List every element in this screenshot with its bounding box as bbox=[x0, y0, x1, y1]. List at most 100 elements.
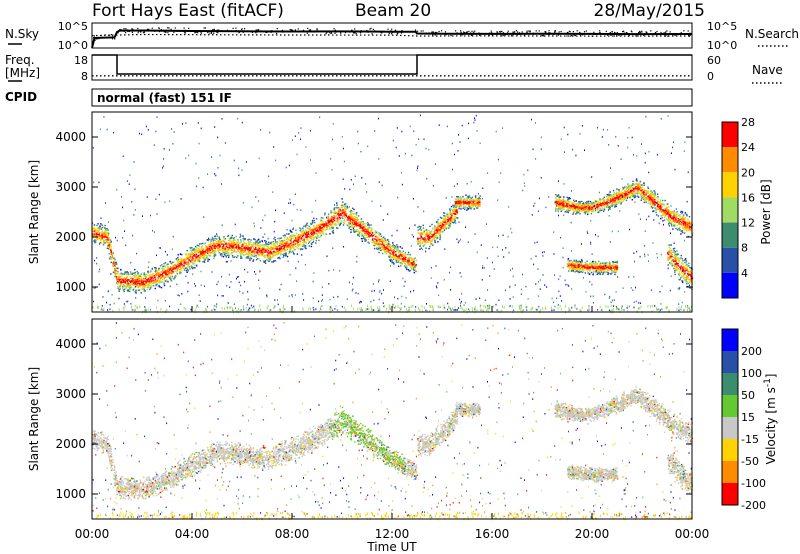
power-cell bbox=[198, 251, 200, 254]
noise-sample bbox=[232, 27, 234, 29]
power-cell bbox=[452, 208, 454, 210]
power-cell bbox=[207, 258, 209, 260]
power-cell bbox=[326, 228, 329, 230]
power-cell bbox=[146, 284, 148, 286]
noise-sample bbox=[688, 35, 691, 37]
power-cell bbox=[422, 224, 424, 227]
power-cell bbox=[418, 225, 420, 228]
power-cell bbox=[330, 222, 332, 224]
power-cell bbox=[467, 197, 469, 199]
power-cell bbox=[108, 232, 110, 235]
power-cell bbox=[313, 224, 315, 227]
power-cell bbox=[578, 210, 580, 212]
power-cell bbox=[431, 240, 433, 242]
power-cell bbox=[221, 243, 223, 245]
power-cell bbox=[213, 254, 216, 256]
power-cell bbox=[152, 275, 154, 277]
noise-sky-label: N.Sky bbox=[5, 27, 39, 41]
power-cell bbox=[273, 248, 276, 250]
power-cell bbox=[145, 275, 147, 277]
power-cell bbox=[145, 284, 147, 287]
power-cell bbox=[427, 236, 429, 239]
noise-sample bbox=[251, 31, 253, 33]
power-cell bbox=[466, 203, 468, 206]
freq-panel-frame bbox=[91, 54, 693, 81]
power-cell bbox=[336, 207, 338, 209]
noise-sample bbox=[665, 32, 667, 34]
power-cell bbox=[417, 240, 419, 242]
power-cell bbox=[394, 247, 396, 249]
power-cell bbox=[285, 254, 287, 257]
power-cell bbox=[479, 198, 481, 200]
power-cell bbox=[427, 232, 429, 234]
power-cell bbox=[257, 255, 260, 257]
power-cell bbox=[158, 284, 160, 287]
power-cell bbox=[138, 274, 140, 276]
power-cell bbox=[379, 249, 381, 251]
power-cell bbox=[397, 252, 400, 254]
power-cell bbox=[351, 220, 354, 222]
power-cell bbox=[290, 234, 293, 237]
power-cell bbox=[104, 230, 106, 232]
power-cell bbox=[162, 275, 165, 277]
power-cell bbox=[591, 208, 594, 210]
power-cell bbox=[236, 241, 238, 243]
power-cell bbox=[101, 232, 103, 234]
power-cell bbox=[381, 248, 383, 250]
power-cell bbox=[282, 243, 285, 246]
power-cell bbox=[94, 234, 97, 236]
power-cell bbox=[321, 219, 323, 222]
power-cell bbox=[473, 200, 476, 203]
power-cell bbox=[440, 227, 442, 229]
noise-sample bbox=[478, 32, 480, 34]
power-cell bbox=[214, 240, 217, 242]
power-cell bbox=[421, 233, 423, 235]
power-cell bbox=[421, 237, 423, 239]
power-cell bbox=[417, 242, 419, 244]
power-cell bbox=[459, 200, 461, 202]
power-cell bbox=[243, 249, 245, 251]
power-cell bbox=[200, 255, 202, 258]
power-cell bbox=[135, 292, 137, 294]
power-cell bbox=[305, 223, 307, 226]
power-cell bbox=[119, 273, 121, 275]
power-cell bbox=[292, 235, 294, 238]
power-cell bbox=[306, 231, 308, 233]
noise-sample bbox=[292, 29, 294, 31]
power-cell bbox=[127, 289, 129, 291]
power-cell bbox=[289, 243, 291, 245]
power-cell bbox=[428, 237, 431, 239]
power-cell bbox=[348, 227, 350, 229]
power-cell bbox=[264, 240, 266, 242]
noise-sample bbox=[94, 39, 96, 41]
noise-sample bbox=[460, 30, 462, 32]
power-cell bbox=[100, 237, 102, 239]
power-cell bbox=[118, 288, 120, 291]
power-cell bbox=[343, 211, 345, 214]
power-cell bbox=[446, 226, 448, 228]
power-cell bbox=[410, 268, 413, 270]
power-cell bbox=[304, 246, 306, 249]
power-cell bbox=[163, 271, 165, 274]
noise-sample bbox=[585, 33, 587, 35]
power-cell bbox=[258, 242, 260, 244]
power-cell bbox=[351, 211, 354, 213]
power-cell bbox=[204, 249, 207, 251]
power-cell bbox=[384, 238, 386, 240]
power-cell bbox=[353, 220, 355, 222]
power-cell bbox=[139, 280, 142, 283]
power-cell bbox=[454, 216, 456, 218]
power-cell bbox=[300, 235, 302, 237]
power-cell bbox=[377, 236, 380, 239]
noise-sample bbox=[294, 29, 296, 31]
power-cell bbox=[301, 234, 304, 236]
power-cell bbox=[449, 224, 451, 226]
power-cell bbox=[169, 267, 172, 269]
power-cell bbox=[121, 273, 124, 275]
power-cell bbox=[207, 247, 209, 250]
power-cell bbox=[624, 190, 626, 192]
power-cell bbox=[413, 261, 415, 263]
noise-sample bbox=[465, 31, 467, 34]
power-cell bbox=[310, 240, 312, 242]
power-cell bbox=[261, 248, 263, 250]
